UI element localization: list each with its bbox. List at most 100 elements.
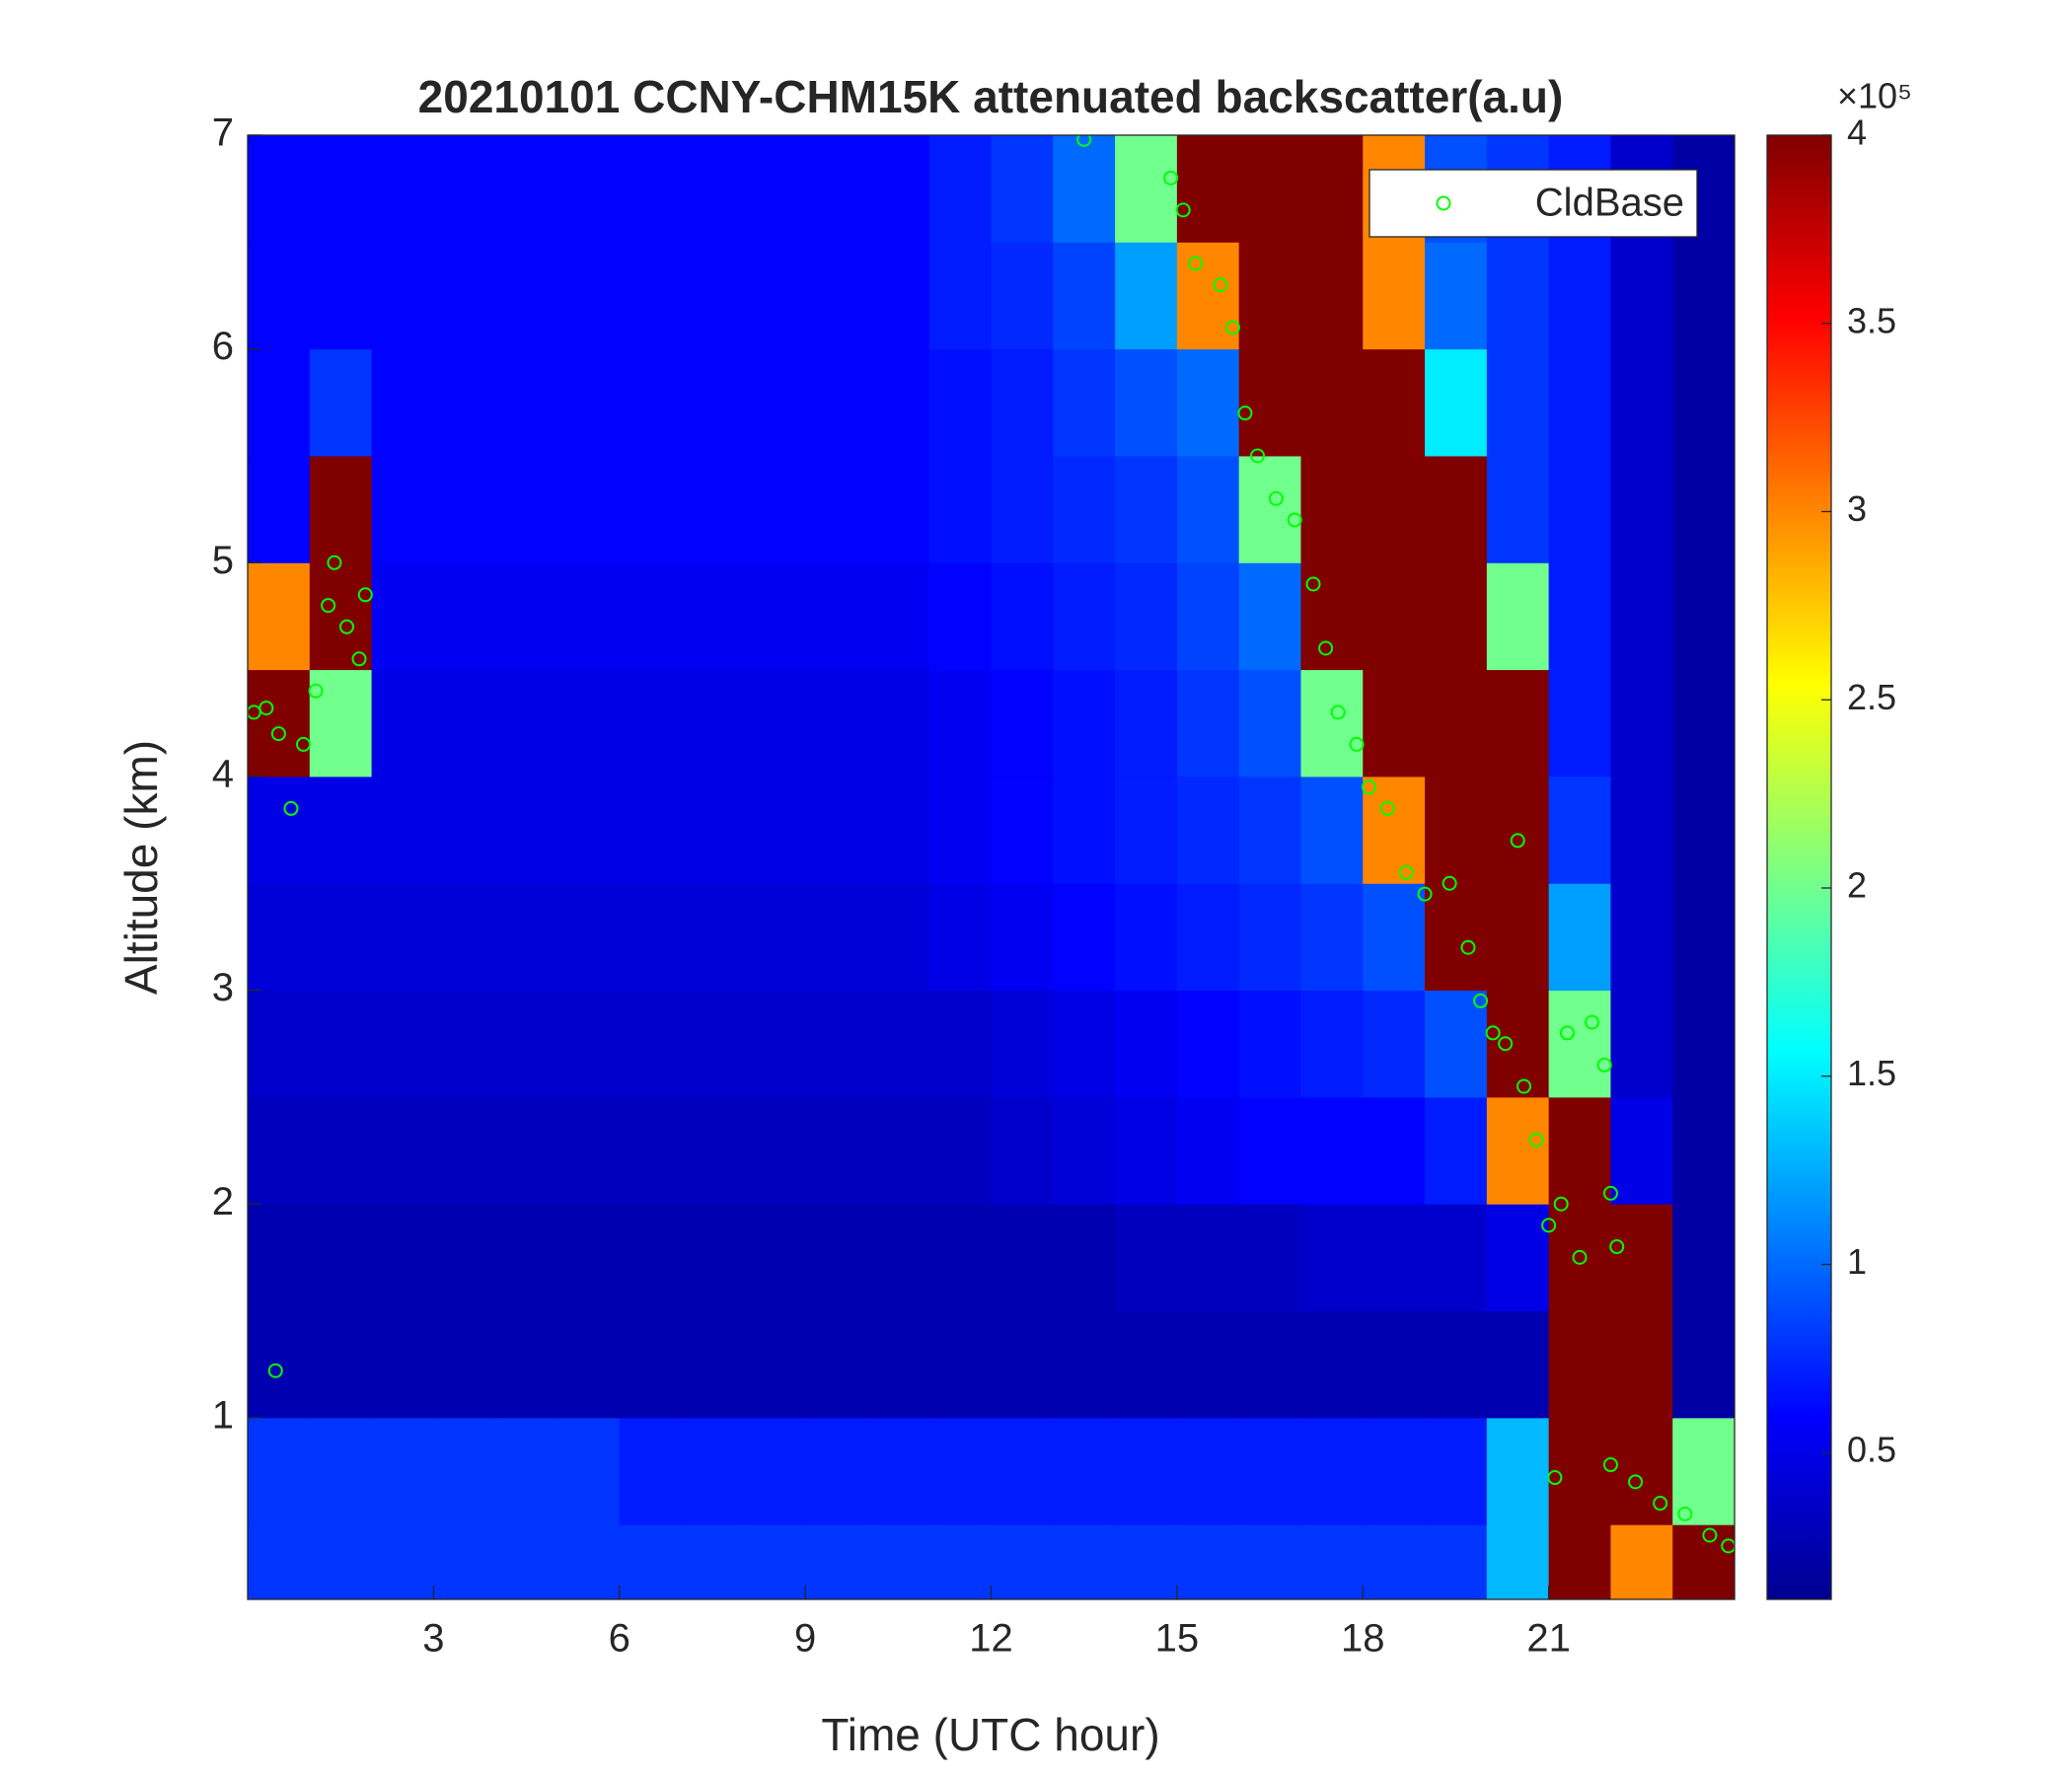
heat-cell (619, 455, 683, 563)
cloud-base-point (1460, 939, 1476, 955)
heat-cell (928, 1204, 992, 1312)
heat-cell (1115, 883, 1178, 992)
heat-cell (1115, 776, 1178, 884)
heat-cell (619, 883, 683, 992)
heat-cell (743, 990, 806, 1098)
heat-cell (866, 883, 930, 992)
heat-cell (1363, 1096, 1426, 1205)
heat-cell (495, 348, 558, 457)
heat-cell (309, 135, 373, 243)
heat-cell (1115, 1417, 1178, 1525)
cloud-base-point (296, 736, 312, 752)
heat-cell (743, 1310, 806, 1419)
cloud-base-point (259, 701, 274, 716)
cloud-base-point (308, 683, 324, 699)
heat-cell (556, 348, 621, 457)
heat-cell (928, 135, 992, 243)
heat-cell (309, 348, 373, 457)
heat-cell (619, 562, 683, 671)
heat-cell (248, 1096, 311, 1205)
cloud-base-point (1602, 1457, 1618, 1473)
heat-cell (1548, 242, 1611, 350)
cloud-base-point (1609, 1239, 1625, 1255)
heat-cell (928, 1417, 992, 1525)
x-tick-label: 6 (609, 1617, 630, 1661)
heat-cell (743, 776, 806, 884)
cloud-base-point (1602, 1185, 1618, 1201)
heat-cell (556, 883, 621, 992)
heat-cell (1548, 1310, 1611, 1419)
heat-cell (1672, 776, 1735, 884)
heat-cell (619, 669, 683, 777)
heat-cell (1176, 562, 1240, 671)
heat-cell (1300, 562, 1364, 671)
heat-cell (1672, 1310, 1735, 1419)
y-tick-label: 7 (212, 111, 234, 155)
heat-cell (619, 776, 683, 884)
heat-cell (1176, 1524, 1240, 1599)
heat-cell (1672, 455, 1735, 563)
cloud-base-point (1237, 406, 1253, 421)
heat-cell (805, 348, 868, 457)
heat-cell (805, 455, 868, 563)
cloud-base-point (1585, 1014, 1600, 1030)
heat-cell (1486, 776, 1550, 884)
heat-cell (248, 1417, 311, 1525)
y-tick-label: 5 (212, 539, 234, 582)
heat-cell (1486, 883, 1550, 992)
heat-cell (991, 990, 1054, 1098)
cloud-base-point (1596, 1057, 1612, 1073)
heat-cell (681, 669, 744, 777)
heat-cell (1672, 562, 1735, 671)
heat-cell (248, 883, 311, 992)
heat-cell (371, 1524, 434, 1599)
heat-cell (1300, 669, 1364, 777)
cloud-base-point (1213, 277, 1228, 293)
heat-cell (1548, 455, 1611, 563)
y-tick-label: 6 (212, 325, 234, 368)
heat-cell (495, 1524, 558, 1599)
heat-cell (743, 348, 806, 457)
legend-label: CldBase (1535, 182, 1684, 225)
cloud-base-point (1721, 1538, 1735, 1554)
heat-cell (1176, 990, 1240, 1098)
heat-cell (1300, 776, 1364, 884)
heat-cell (991, 455, 1054, 563)
cloud-base-point (327, 555, 342, 570)
heat-cell (928, 990, 992, 1098)
heat-cell (1300, 455, 1364, 563)
heat-cell (1363, 455, 1426, 563)
heat-cell (433, 1310, 496, 1419)
cloud-base-point (270, 726, 286, 742)
heat-cell (1548, 1417, 1611, 1525)
cloud-base-point (1677, 1506, 1693, 1521)
heat-cell (248, 776, 311, 884)
heat-cell (433, 1524, 496, 1599)
cloud-base-point (338, 619, 354, 634)
heat-cell (1300, 1417, 1364, 1525)
heat-cell (1115, 135, 1178, 243)
legend-marker (1436, 195, 1451, 211)
heat-cell (556, 776, 621, 884)
cloud-base-point (1175, 202, 1191, 218)
heat-cell (1610, 1524, 1673, 1599)
heat-cell (556, 990, 621, 1098)
heat-cell (1548, 669, 1611, 777)
heat-cell (1363, 669, 1426, 777)
heat-cell (495, 669, 558, 777)
heat-cell (928, 1096, 992, 1205)
heat-cell (1486, 1417, 1550, 1525)
cloud-base-point (1572, 1249, 1588, 1265)
heat-cell (371, 883, 434, 992)
heat-cell (1115, 1524, 1178, 1599)
heat-cell (1486, 990, 1550, 1098)
heat-cell (495, 776, 558, 884)
heat-cell (928, 562, 992, 671)
cloud-base-point (267, 1363, 283, 1378)
heat-cell (619, 990, 683, 1098)
heat-cell (681, 1204, 744, 1312)
heat-cell (1053, 1310, 1116, 1419)
heat-cell (1115, 990, 1178, 1098)
heat-cell (866, 669, 930, 777)
